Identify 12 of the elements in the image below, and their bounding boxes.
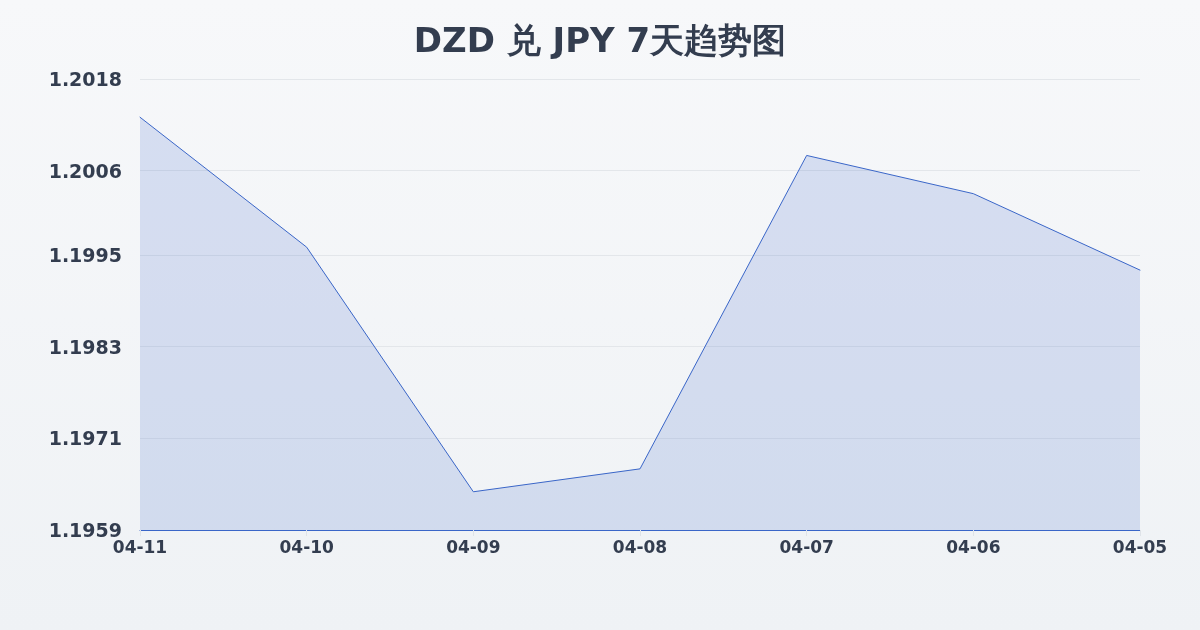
x-tick-label: 04-10	[279, 536, 335, 557]
y-tick-label: 1.1971	[48, 427, 122, 450]
x-tick-label: 04-07	[779, 536, 834, 557]
y-tick-label: 1.1995	[48, 243, 122, 266]
x-tick-label: 04-05	[1112, 536, 1168, 557]
y-tick-label: 1.2006	[48, 159, 122, 182]
y-tick-label: 1.2018	[48, 68, 122, 90]
x-tick-label: 04-08	[612, 536, 668, 557]
y-tick-label: 1.1983	[48, 335, 122, 358]
x-tick-label: 04-09	[446, 536, 501, 557]
chart-title: DZD 兑 JPY 7天趋势图	[413, 20, 787, 60]
x-tick-label: 04-06	[946, 536, 1001, 557]
